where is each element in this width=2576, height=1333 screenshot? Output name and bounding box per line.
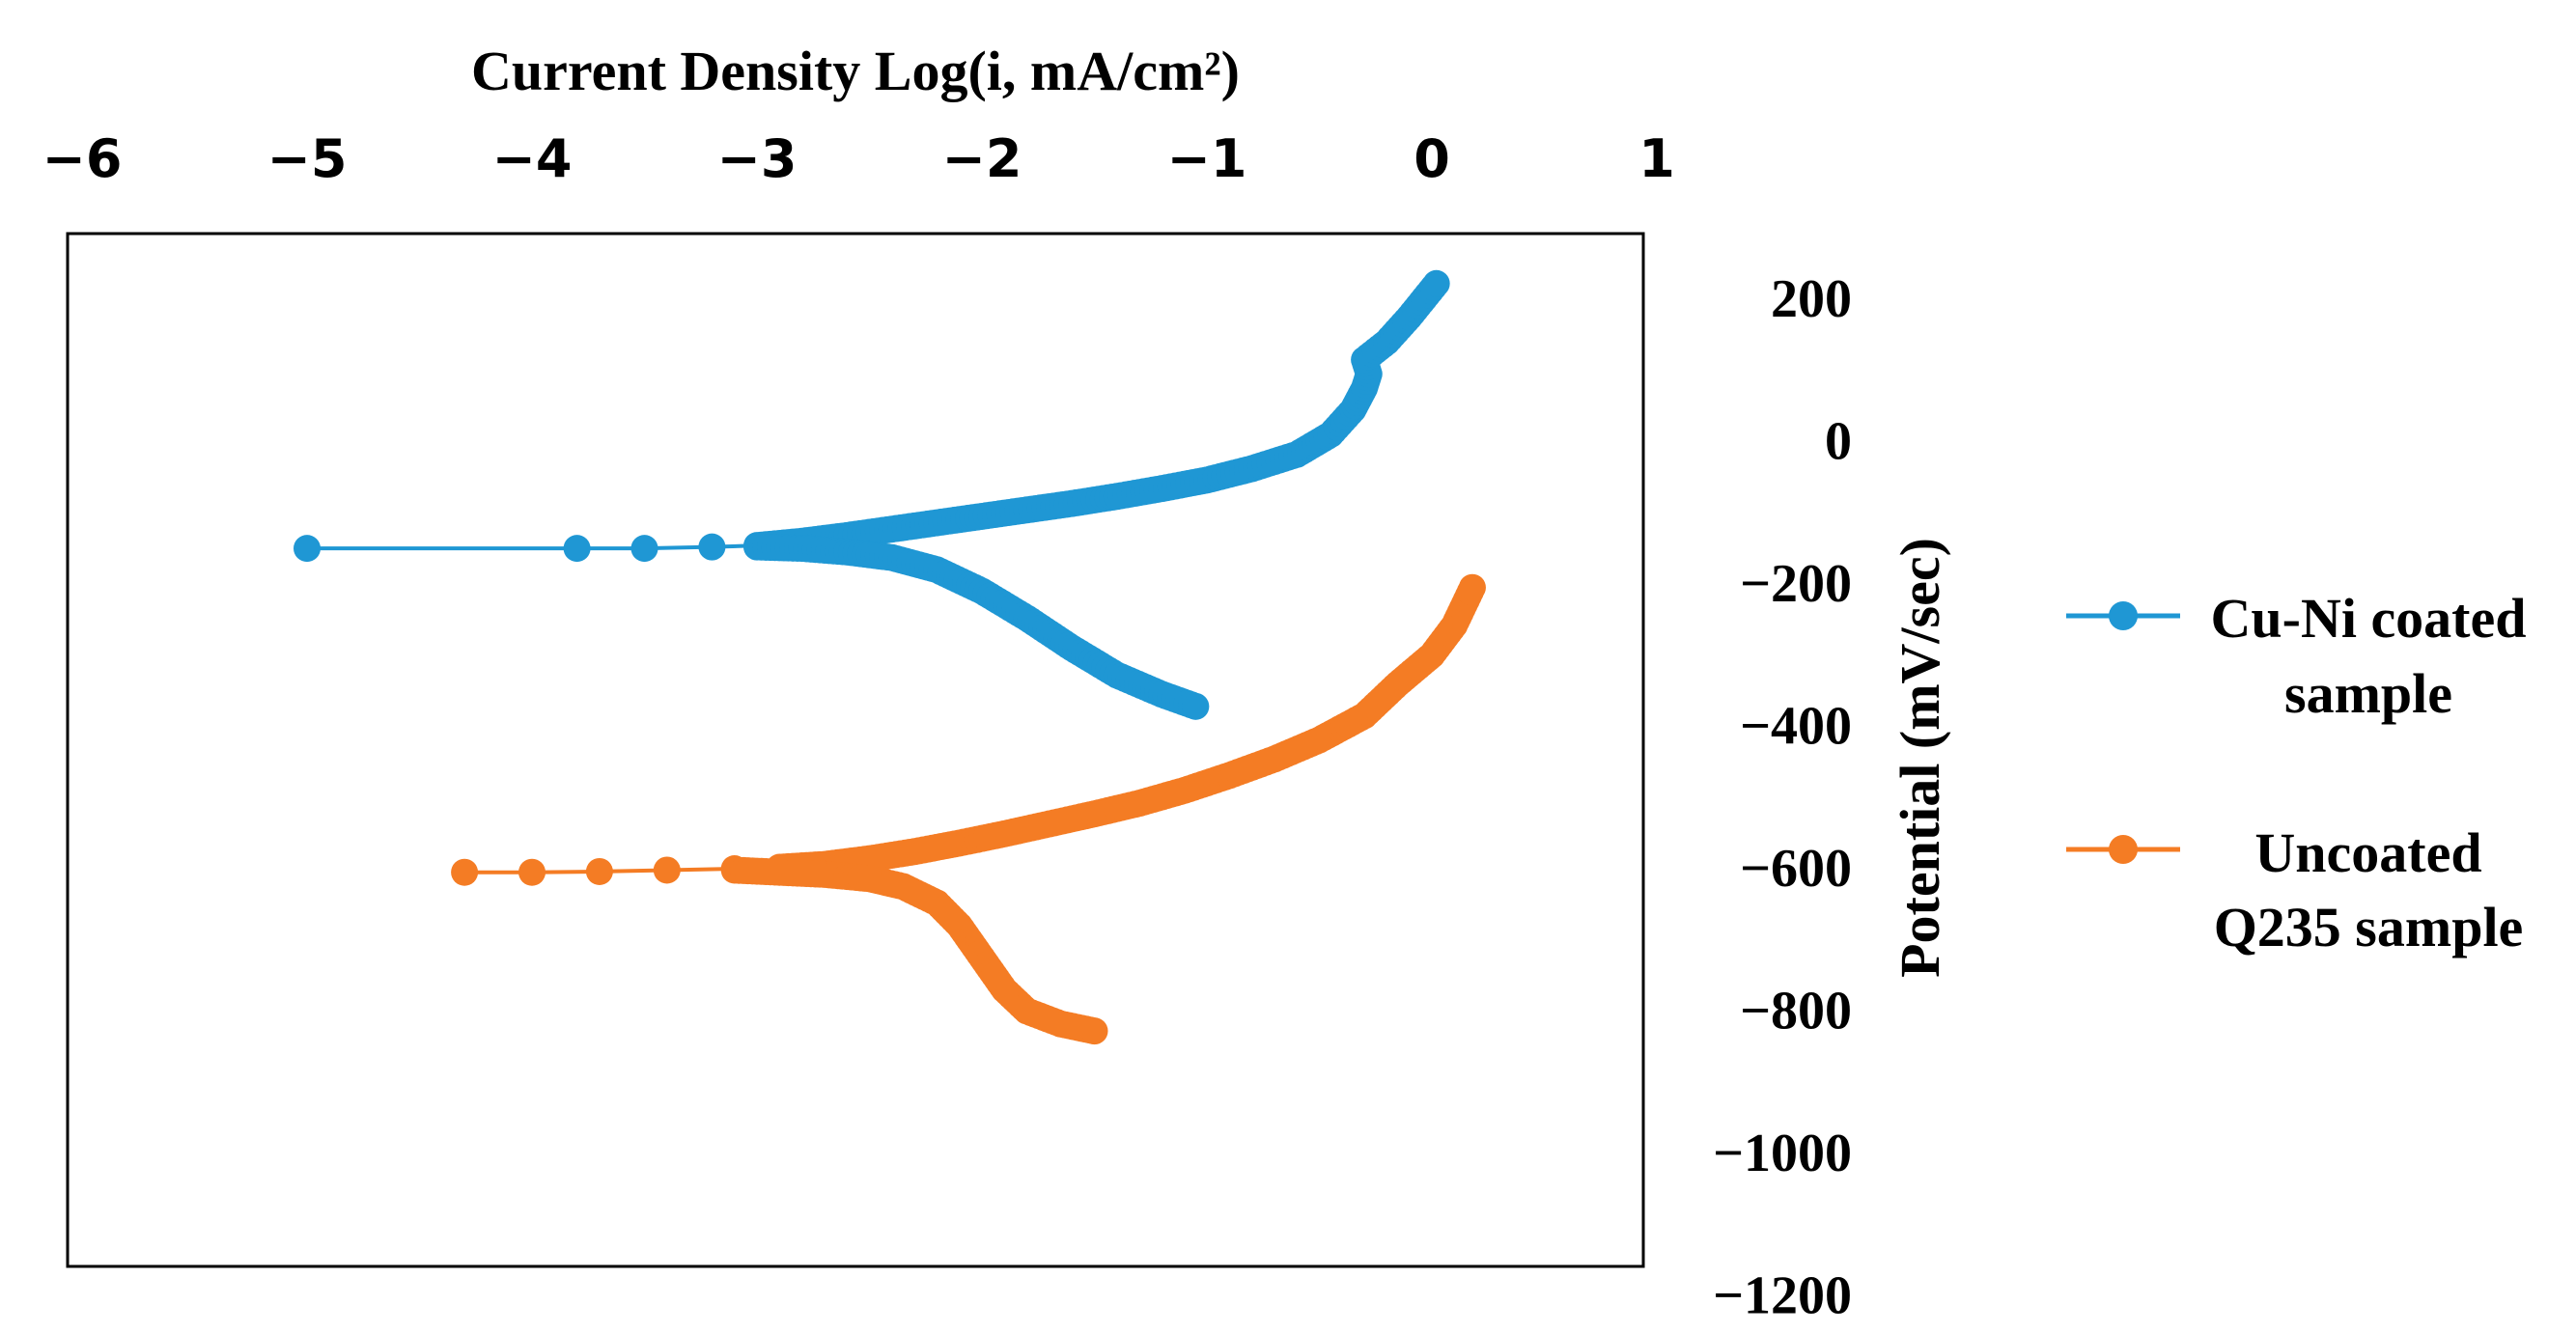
series-cu-ni-coated (294, 269, 1450, 720)
y-tick-label: −800 (1740, 982, 1852, 1041)
data-point (1182, 692, 1210, 720)
series-uncoated-q235 (451, 573, 1486, 1045)
y-tick-label: −600 (1740, 839, 1852, 899)
x-tick-label: −4 (492, 128, 573, 189)
y-tick-label: 200 (1771, 269, 1852, 329)
legend-label: Q235 sample (2214, 896, 2524, 958)
series-layer (294, 269, 1486, 1045)
legend-label: Uncoated (2254, 821, 2481, 884)
x-axis-title: Current Density Log(i, mA/cm²) (471, 40, 1240, 102)
data-point (585, 857, 613, 885)
data-point (653, 856, 681, 884)
y-tick-label: −200 (1740, 554, 1852, 614)
x-tick-label: −3 (717, 128, 798, 189)
y-tick-label: 0 (1825, 412, 1852, 472)
x-tick-label: −2 (942, 128, 1022, 189)
data-point (563, 535, 591, 563)
plot-frame (66, 232, 1645, 1268)
x-axis-ticks: −6 −5 −4 −3 −2 −1 0 1 (42, 128, 1675, 189)
y-tick-label: −1200 (1713, 1266, 1852, 1326)
y-tick-label: −400 (1740, 697, 1852, 757)
data-point (630, 535, 658, 563)
legend-marker (2109, 601, 2138, 630)
data-point (1080, 1017, 1108, 1045)
x-tick-label: −5 (267, 128, 348, 189)
data-point (294, 535, 321, 563)
legend-label: Cu-Ni coated (2210, 587, 2526, 650)
data-point (1422, 269, 1450, 297)
y-axis-title: Potential (mV/sec) (1889, 538, 1951, 978)
legend-item-cu-ni-coated: Cu-Ni coated sample (2066, 587, 2527, 725)
x-tick-label: 0 (1414, 128, 1450, 189)
x-tick-label: −1 (1167, 128, 1247, 189)
legend-label: sample (2284, 662, 2452, 725)
x-tick-label: −6 (42, 128, 123, 189)
data-point (518, 858, 546, 886)
data-point (698, 533, 726, 561)
x-tick-label: 1 (1638, 128, 1675, 189)
data-point (451, 858, 479, 886)
legend: Cu-Ni coated sample Uncoated Q235 sample (2066, 587, 2527, 958)
y-axis-ticks: 200 0 −200 −400 −600 −800 −1000 −1200 (1713, 269, 1852, 1326)
data-point (1458, 573, 1486, 601)
legend-marker (2109, 835, 2138, 864)
series-line (307, 282, 1439, 551)
y-tick-label: −1000 (1713, 1124, 1852, 1183)
legend-item-uncoated-q235: Uncoated Q235 sample (2066, 821, 2523, 958)
